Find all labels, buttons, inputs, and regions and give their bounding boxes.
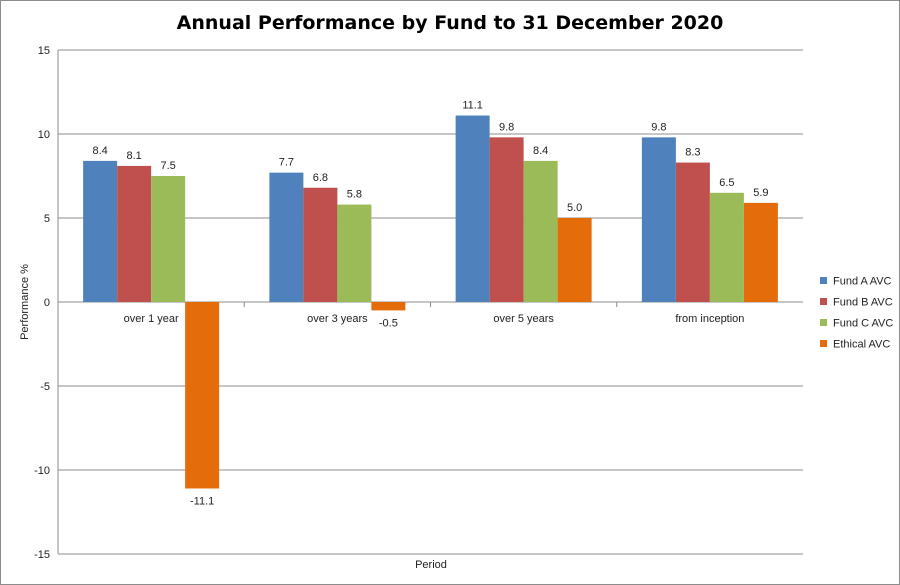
x-axis-title: Period — [415, 559, 447, 571]
bar-fund-a-avc — [455, 115, 490, 303]
data-label: -11.1 — [190, 495, 214, 507]
legend-label: Fund C AVC — [833, 318, 893, 330]
bar-fund-c-avc — [709, 192, 744, 302]
bar-ethical-avc — [557, 218, 592, 302]
data-label: 7.5 — [160, 160, 175, 172]
data-label: 5.0 — [567, 202, 582, 214]
y-tick-label: -15 — [34, 549, 50, 561]
data-label: 7.7 — [279, 157, 294, 169]
y-tick-label: -5 — [40, 381, 50, 393]
bar-fund-b-avc — [303, 187, 338, 302]
bar-fund-a-avc — [83, 160, 118, 302]
data-label: -0.5 — [379, 317, 398, 329]
y-tick-label: -10 — [34, 465, 50, 477]
legend-swatch — [820, 298, 827, 305]
bar-ethical-avc — [743, 202, 778, 302]
legend-swatch — [820, 277, 827, 284]
y-tick-label: 5 — [44, 213, 50, 225]
data-label: 6.8 — [313, 172, 328, 184]
data-label: 5.8 — [347, 189, 362, 201]
data-label: 8.4 — [92, 145, 107, 157]
legend-swatch — [820, 319, 827, 326]
y-tick-label: 0 — [44, 297, 50, 309]
bar-fund-a-avc — [269, 172, 304, 302]
bar-fund-c-avc — [523, 160, 558, 302]
legend-label: Fund B AVC — [833, 297, 893, 309]
data-label: 9.8 — [499, 121, 514, 133]
data-label: 5.9 — [753, 187, 768, 199]
category-label: over 3 years — [307, 313, 368, 325]
data-label: 8.4 — [533, 145, 548, 157]
bar-fund-b-avc — [117, 165, 152, 302]
y-tick-label: 15 — [38, 45, 50, 57]
category-label: over 1 year — [124, 313, 179, 325]
data-label: 8.1 — [126, 150, 141, 162]
chart-title: Annual Performance by Fund to 31 Decembe… — [177, 12, 724, 34]
data-label: 9.8 — [651, 121, 666, 133]
y-axis-title: Performance % — [19, 264, 31, 340]
bar-fund-a-avc — [641, 137, 676, 302]
legend-label: Ethical AVC — [833, 339, 890, 351]
bar-ethical-avc — [185, 302, 220, 489]
data-label: 11.1 — [462, 100, 483, 112]
data-label: 6.5 — [719, 177, 734, 189]
category-label: over 5 years — [493, 313, 554, 325]
legend-swatch — [820, 340, 827, 347]
category-label: from inception — [675, 313, 744, 325]
legend-label: Fund A AVC — [833, 276, 892, 288]
bar-fund-b-avc — [489, 137, 524, 302]
y-tick-label: 10 — [38, 129, 50, 141]
bar-fund-c-avc — [151, 176, 186, 302]
bar-ethical-avc — [371, 302, 406, 311]
data-label: 8.3 — [685, 147, 700, 159]
bar-fund-b-avc — [675, 162, 710, 302]
bar-fund-c-avc — [337, 204, 372, 302]
